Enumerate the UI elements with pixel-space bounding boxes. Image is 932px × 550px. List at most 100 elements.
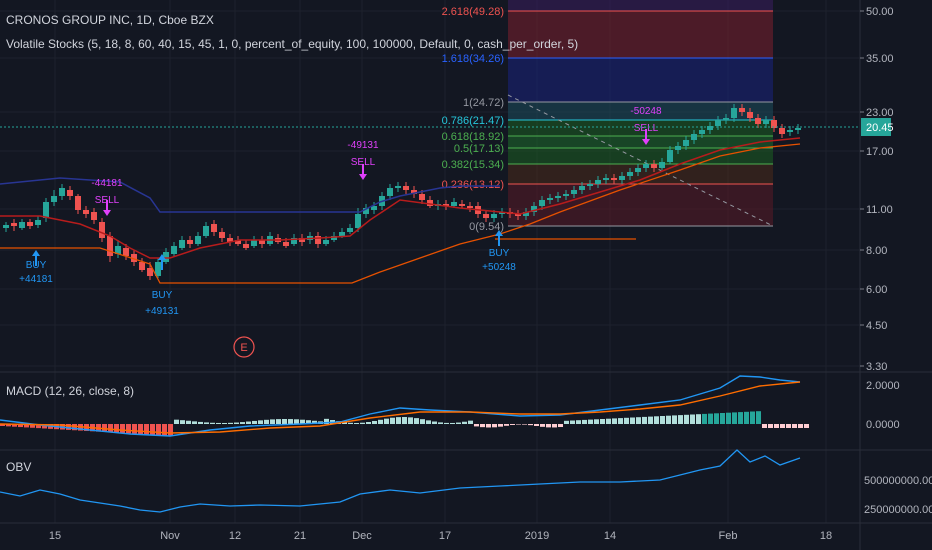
- macd-histogram-bar: [576, 420, 581, 424]
- macd-histogram-bar: [246, 421, 251, 424]
- fib-retracement[interactable]: 2.618(49.28) 1.618(34.26) 1(24.72) 0.786(21…: [442, 0, 774, 233]
- obv-title[interactable]: OBV: [6, 460, 31, 474]
- time-axis[interactable]: 15 Nov 12 21 Dec 17 2019 14 Feb 18: [49, 530, 832, 542]
- symbol-title[interactable]: CRONOS GROUP INC, 1D, Cboe BZX: [6, 13, 214, 27]
- candle-body: [211, 224, 217, 232]
- macd-histogram-bar: [138, 424, 143, 435]
- macd-histogram-bar: [66, 424, 71, 430]
- price-candles: [3, 104, 801, 280]
- candle-body: [755, 118, 761, 124]
- candle-body: [243, 244, 249, 248]
- candle-body: [683, 140, 689, 146]
- candle-body: [59, 188, 65, 196]
- candle-body: [99, 222, 105, 238]
- obv-tick-label: 500000000.0000: [864, 475, 932, 487]
- candle-body: [635, 168, 641, 172]
- macd-histogram-bar: [384, 418, 389, 424]
- macd-histogram-bar: [642, 416, 647, 424]
- time-tick-label: 15: [49, 530, 61, 542]
- macd-histogram-bar: [558, 424, 563, 428]
- candle-body: [707, 126, 713, 130]
- macd-histogram-bar: [672, 415, 677, 424]
- macd-histogram-bar: [42, 424, 47, 429]
- event-marker-label: E: [240, 342, 247, 354]
- macd-histogram-bar: [216, 422, 221, 424]
- macd-histogram-bar: [402, 417, 407, 424]
- macd-pane: [0, 375, 809, 437]
- macd-histogram-bar: [0, 424, 5, 426]
- macd-histogram-bar: [588, 419, 593, 424]
- candle-body: [75, 196, 81, 210]
- candle-body: [667, 150, 673, 162]
- candle-body: [283, 242, 289, 246]
- macd-histogram-bar: [156, 424, 161, 436]
- price-tick-label: 50.00: [866, 6, 894, 18]
- candle-body: [403, 186, 409, 190]
- candle-body: [467, 206, 473, 208]
- candle-body: [547, 198, 553, 200]
- signal-value: -49131: [347, 140, 379, 151]
- macd-histogram-bar: [234, 422, 239, 424]
- time-tick-label: 18: [820, 530, 832, 542]
- price-tick-label: 11.00: [866, 204, 893, 216]
- fib-level-label: 2.618(49.28): [442, 6, 504, 18]
- macd-title[interactable]: MACD (12, 26, close, 8): [6, 384, 134, 398]
- moving-average-line: [0, 137, 801, 259]
- candle-body: [123, 248, 129, 256]
- macd-histogram-bar: [516, 424, 521, 425]
- macd-histogram-bar: [180, 420, 185, 424]
- macd-histogram-bar: [624, 417, 629, 424]
- macd-histogram-bar: [270, 419, 275, 424]
- macd-histogram-bar: [324, 418, 329, 424]
- macd-histogram-bar: [24, 424, 29, 428]
- macd-histogram-bar: [450, 422, 455, 424]
- time-tick-label: 2019: [525, 530, 549, 542]
- earnings-event-marker[interactable]: E: [233, 336, 255, 358]
- fib-level-label: 0.236(13.12): [442, 179, 504, 191]
- candle-body: [515, 214, 521, 216]
- candle-body: [459, 204, 465, 206]
- candle-body: [411, 190, 417, 194]
- macd-histogram-bar: [804, 424, 809, 428]
- price-axis[interactable]: 50.00 35.00 23.00 17.00 11.00 8.00 6.00 4.50 3.3…: [860, 6, 932, 516]
- price-tick-label: 35.00: [866, 53, 894, 65]
- candle-body: [179, 240, 185, 248]
- candle-body: [483, 214, 489, 218]
- candle-body: [163, 252, 169, 262]
- macd-histogram-bar: [696, 414, 701, 424]
- macd-histogram-bar: [552, 424, 557, 428]
- macd-histogram-bar: [228, 422, 233, 424]
- buy-signal: BUY +50248: [482, 230, 516, 273]
- macd-histogram-bar: [360, 422, 365, 424]
- sell-signal: SELL -50248: [630, 106, 662, 145]
- signal-label: SELL: [351, 157, 376, 168]
- time-tick-label: 17: [439, 530, 451, 542]
- last-price-badge: 20.45: [0, 118, 894, 136]
- fib-level-label: 0(9.54): [469, 221, 504, 233]
- candle-body: [419, 194, 425, 200]
- macd-histogram-bar: [690, 414, 695, 424]
- candle-body: [331, 236, 337, 240]
- macd-histogram-bar: [756, 411, 761, 424]
- candle-body: [579, 186, 585, 190]
- macd-histogram-bar: [750, 411, 755, 424]
- strategy-title[interactable]: Volatile Stocks (5, 18, 8, 60, 40, 15, 4…: [6, 37, 578, 51]
- candle-body: [563, 194, 569, 196]
- macd-signal-line: [0, 381, 801, 434]
- candle-body: [387, 188, 393, 196]
- macd-histogram-bar: [72, 424, 77, 431]
- candle-body: [107, 236, 113, 256]
- macd-histogram-bar: [372, 420, 377, 424]
- macd-histogram-bar: [462, 421, 467, 424]
- sell-arrowhead-icon: [359, 174, 367, 180]
- fib-level-label: 0.618(18.92): [442, 131, 504, 143]
- macd-histogram-bar: [12, 424, 17, 427]
- fib-level-label: 0.5(17.13): [454, 143, 504, 155]
- candle-body: [259, 240, 265, 244]
- obv-tick-label: 250000000.0000: [864, 504, 932, 516]
- signal-label: SELL: [95, 195, 120, 206]
- candle-body: [35, 220, 41, 225]
- macd-histogram-bar: [342, 422, 347, 424]
